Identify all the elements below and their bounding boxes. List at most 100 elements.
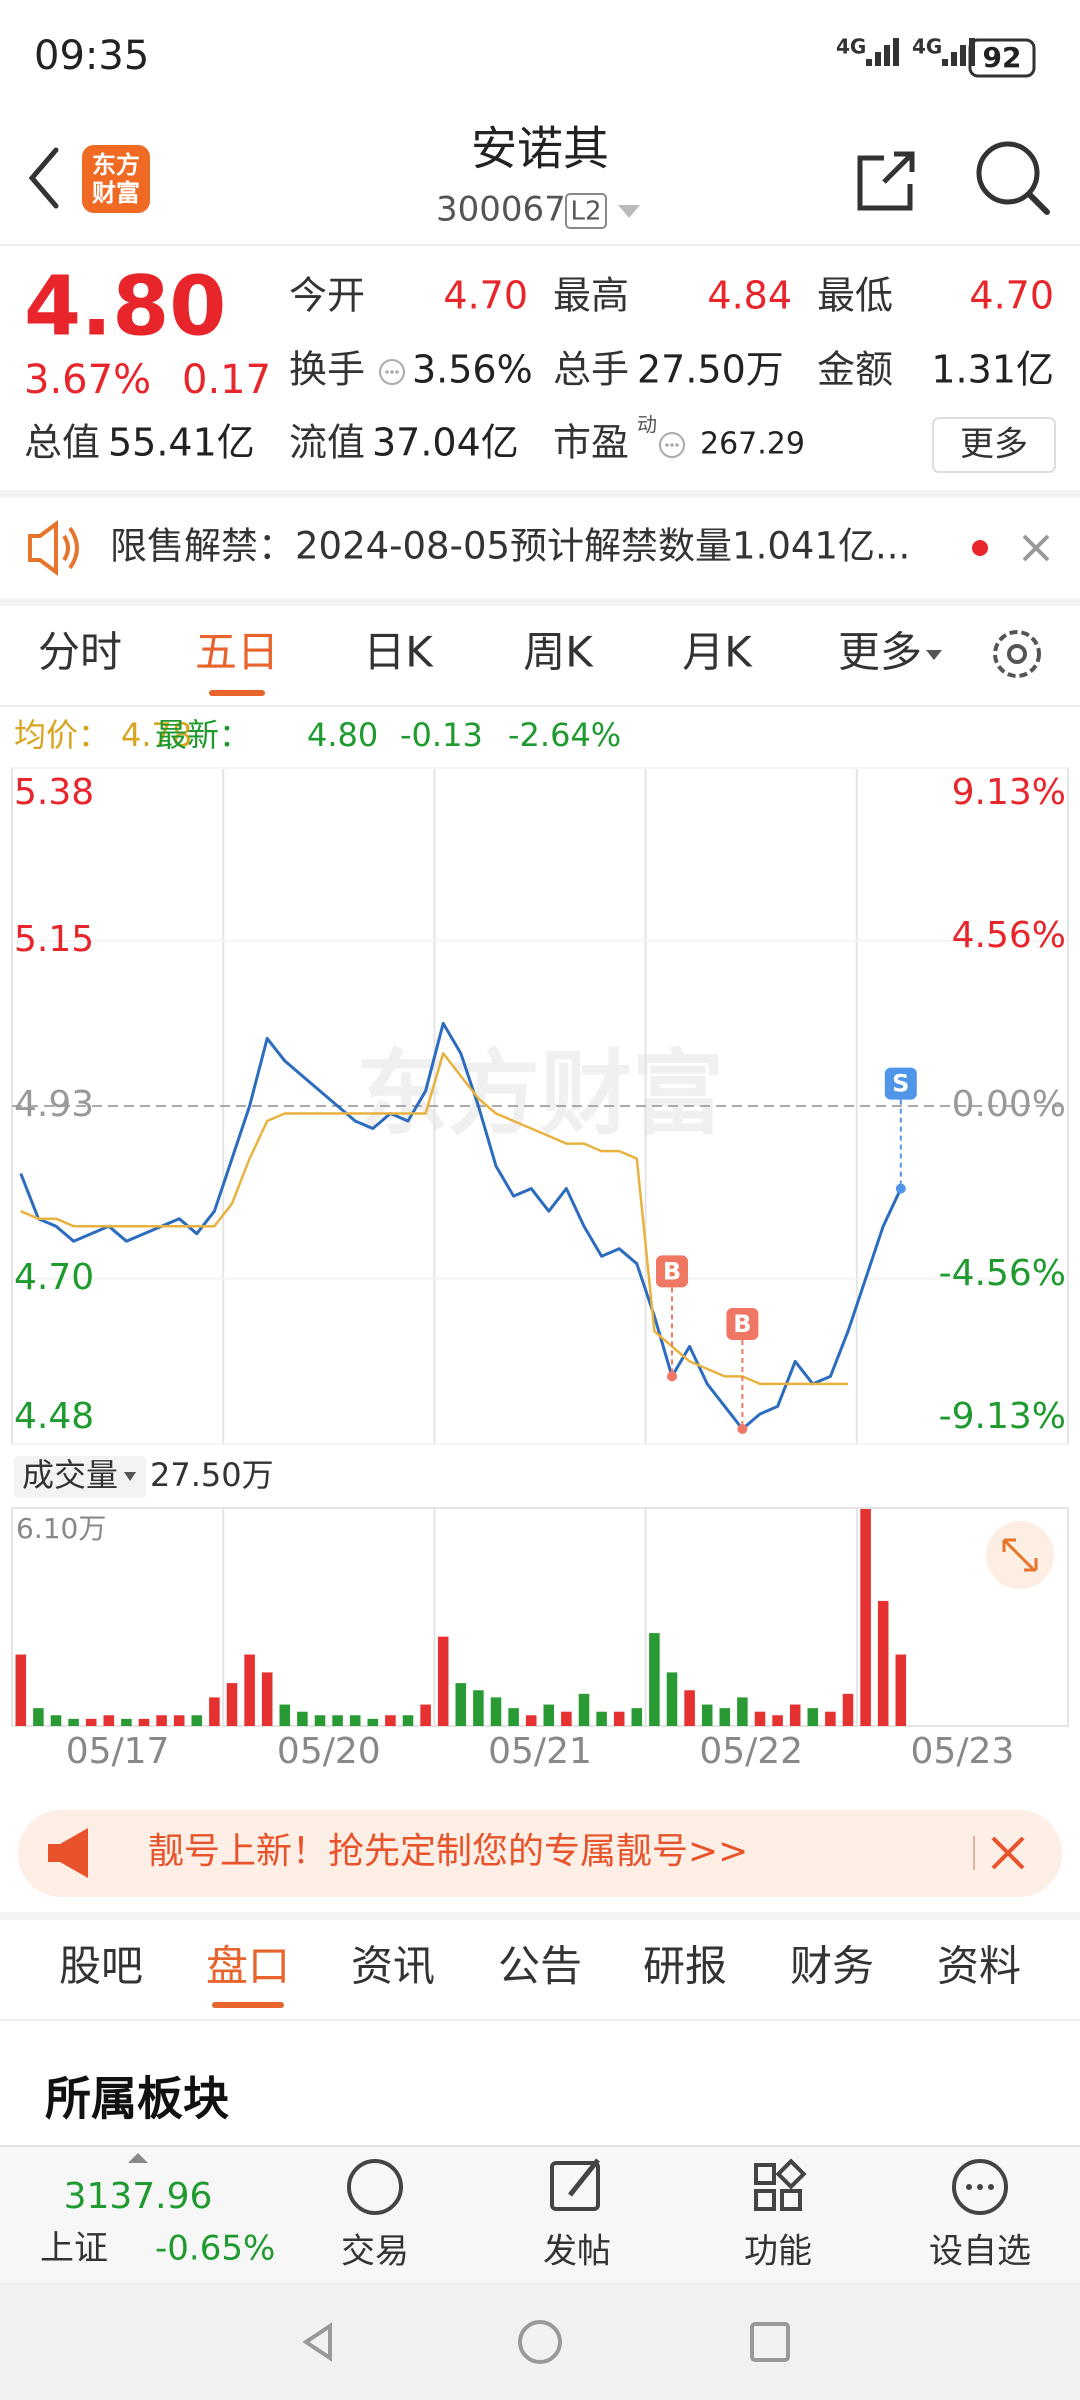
field-label: 换手 (289, 348, 365, 392)
promo-banner[interactable] (18, 1810, 1062, 1897)
index-value[interactable]: 3137.96 (64, 2176, 213, 2217)
volume-bar (209, 1697, 220, 1726)
volume-bar (279, 1704, 291, 1726)
volume-bar (561, 1711, 572, 1726)
watchlist-icon (988, 2184, 994, 2190)
more-button[interactable] (932, 417, 1056, 473)
nav-back[interactable] (302, 2322, 332, 2362)
volume-bar (85, 1718, 97, 1726)
nav-recent[interactable] (750, 2322, 790, 2362)
nav-label[interactable]: 功能 (744, 2232, 812, 2272)
chart-tab[interactable]: 分时 (38, 628, 122, 677)
search-button[interactable] (976, 141, 1040, 205)
dropdown-arrow (124, 1472, 136, 1481)
more-button-text[interactable]: 更多 (960, 425, 1028, 465)
volume-bar (402, 1715, 414, 1726)
chart-tab[interactable]: 月K (682, 628, 753, 677)
logo[interactable] (82, 145, 150, 213)
latest-change: -0.13 (400, 716, 483, 754)
dropdown-arrow[interactable] (618, 205, 640, 218)
y-tick-label: 4.48 (14, 1396, 94, 1437)
chart-tab[interactable]: 更多 (838, 628, 922, 677)
volume-bar (543, 1704, 555, 1726)
field-label: 最高 (553, 274, 629, 318)
expand-icon (1002, 1538, 1038, 1572)
detail-tab[interactable]: 盘口 (206, 1942, 290, 1991)
battery (968, 38, 1036, 78)
watchlist-icon (966, 2184, 972, 2190)
share-button[interactable] (857, 151, 915, 211)
latest-label: 最新： (155, 716, 251, 754)
x-tick-label: 05/22 (699, 1731, 803, 1772)
trade-icon[interactable] (347, 2159, 403, 2215)
watchlist-icon[interactable] (952, 2159, 1008, 2215)
indicator-selector[interactable] (14, 1456, 146, 1498)
expand-arrow[interactable] (128, 2153, 148, 2163)
y-tick-label: 4.70 (14, 1257, 94, 1298)
close-button[interactable] (1022, 534, 1050, 562)
nav-label[interactable]: 发帖 (543, 2232, 611, 2272)
chart-tab[interactable]: 日K (363, 628, 434, 677)
volume-bar (596, 1711, 607, 1726)
function-icon (780, 2189, 802, 2211)
signal-bar (969, 38, 975, 66)
volume-bar (525, 1715, 537, 1726)
bottom-bar (0, 2146, 1080, 2283)
volume-bar (719, 1708, 731, 1726)
volume-bar (103, 1715, 115, 1726)
chart-tab[interactable]: 周K (523, 628, 594, 677)
detail-tab[interactable]: 股吧 (59, 1942, 143, 1991)
chart-tab[interactable]: 五日 (195, 628, 279, 677)
x-tick-label: 05/17 (66, 1731, 170, 1772)
back-button[interactable] (28, 147, 59, 209)
trade-marker[interactable] (726, 1307, 759, 1340)
volume-bar (244, 1654, 255, 1726)
info-icon[interactable] (379, 359, 405, 385)
trade-marker-label: S (892, 1070, 909, 1098)
post-icon[interactable] (550, 2161, 600, 2211)
field-label: 总值 (24, 421, 100, 465)
indicator-label[interactable]: 成交量 (22, 1456, 118, 1494)
signal-bar (951, 52, 957, 66)
x-tick-label: 05/20 (277, 1731, 381, 1772)
volume-bar (33, 1708, 44, 1726)
info-icon[interactable] (659, 432, 685, 458)
detail-tab[interactable]: 资料 (937, 1942, 1021, 1991)
detail-tab[interactable]: 研报 (643, 1942, 727, 1991)
unread-dot (972, 540, 988, 556)
banner-text[interactable]: 靓号上新！抢先定制您的专属靓号>> (148, 1831, 748, 1872)
y-tick-label: 5.15 (14, 919, 94, 960)
pe-tag: 动 (637, 413, 657, 437)
detail-tab[interactable]: 资讯 (351, 1942, 435, 1991)
tab-indicator (212, 2002, 284, 2008)
notice-text[interactable]: 限售解禁：2024-08-05预计解禁数量1.041亿... (110, 525, 910, 568)
trade-point (895, 1183, 906, 1194)
volume-bar (173, 1715, 185, 1726)
settings-button[interactable] (993, 630, 1041, 678)
x-tick-label: 05/21 (488, 1731, 592, 1772)
speaker-icon (28, 520, 58, 576)
logo-text: 财富 (92, 179, 140, 207)
detail-tab[interactable]: 财务 (790, 1942, 874, 1991)
volume-bar (314, 1715, 326, 1726)
trade-marker[interactable] (884, 1067, 917, 1100)
nav-label[interactable]: 交易 (341, 2232, 409, 2272)
field-label: 市盈 (553, 421, 629, 465)
network-label: 4G (912, 35, 942, 59)
function-icon[interactable] (754, 2163, 776, 2185)
detail-tab[interactable]: 公告 (498, 1942, 582, 1991)
y-tick-label: 5.38 (14, 772, 94, 813)
network-label: 4G (836, 35, 866, 59)
nav-label[interactable]: 设自选 (929, 2232, 1031, 2272)
info-icon (385, 370, 389, 374)
nav-home[interactable] (518, 2320, 562, 2364)
volume-bar (138, 1718, 150, 1726)
volume-bar (437, 1636, 449, 1726)
close-button[interactable] (991, 1836, 1025, 1870)
field-label: 金额 (817, 348, 893, 392)
volume-bar (895, 1654, 907, 1726)
section-title: 所属板块 (45, 2072, 229, 2126)
y2-tick-label: -9.13% (939, 1396, 1066, 1437)
trade-marker[interactable] (656, 1255, 688, 1288)
